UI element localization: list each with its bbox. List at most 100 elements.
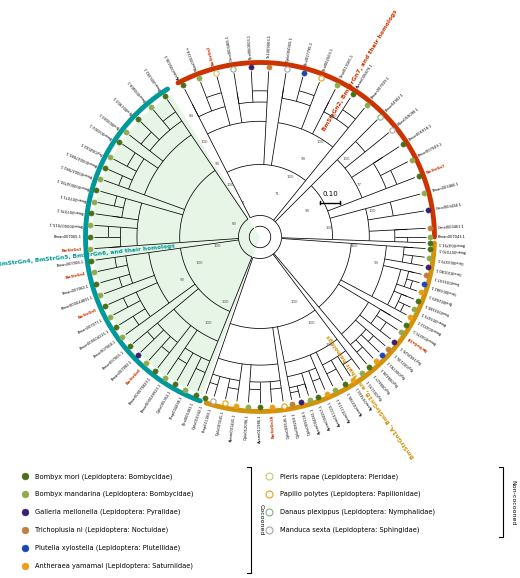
Text: Pxyl004502.1: Pxyl004502.1 [80,140,104,155]
Text: BmStrGn1B: BmStrGn1B [407,335,428,351]
Text: Dplo004365.1: Dplo004365.1 [286,36,294,61]
Text: 100: 100 [330,114,337,118]
Text: Dplo009259.1: Dplo009259.1 [292,412,301,438]
Text: Bmor004312.1: Bmor004312.1 [416,318,442,335]
Text: Smel003397.1: Smel003397.1 [433,275,460,285]
Text: 100: 100 [325,343,333,347]
Text: 99: 99 [301,157,306,161]
Text: BmStrGn1A: BmStrGn1A [270,414,276,438]
Text: 100: 100 [325,227,333,231]
Text: Ppol000583.1: Ppol000583.1 [99,110,121,129]
Text: Bmor000047082.1: Bmor000047082.1 [60,162,94,178]
Text: Non-cocooned: Non-cocooned [511,480,516,525]
Text: Ppol060003.1: Ppol060003.1 [248,34,253,60]
Text: Bmor004375.1: Bmor004375.1 [411,327,437,344]
Text: Pxyl008427.1: Pxyl008427.1 [373,372,392,394]
Text: BmStrGn2, BmStrGn7, and their homologs: BmStrGn2, BmStrGn7, and their homologs [321,9,398,132]
Text: Ayam011114.1: Ayam011114.1 [336,396,352,423]
Text: 100: 100 [291,299,298,303]
Text: Smel003380.1: Smel003380.1 [424,302,450,316]
Text: Msex005116.s: Msex005116.s [185,46,198,72]
Text: BmStrGn4: BmStrGn4 [66,272,86,280]
Text: Bmor000049923.1: Bmor000049923.1 [140,383,162,414]
Text: Gmel003461.1: Gmel003461.1 [438,224,465,229]
Text: Dplo005352.1: Dplo005352.1 [157,390,173,414]
Text: BmStrGn5: BmStrGn5 [78,307,98,320]
Text: 100: 100 [351,243,359,247]
Text: Ppol017795.1: Ppol017795.1 [304,40,315,66]
Text: Bmor000468.1: Bmor000468.1 [127,79,147,102]
Text: Prap004438.1: Prap004438.1 [169,396,184,420]
Text: Bmor000076823.1: Bmor000076823.1 [128,376,152,405]
Text: Pxyl000781.1: Pxyl000781.1 [386,359,407,379]
Text: Msex059098.1: Msex059098.1 [397,106,420,127]
Text: Dplo009118.1: Dplo009118.1 [301,409,311,435]
Text: Dplo010342.1: Dplo010342.1 [192,405,204,430]
Text: 100: 100 [196,261,203,265]
Text: Plutella xylostella (Lepidoptera: Plutellidae): Plutella xylostella (Lepidoptera: Plutel… [35,544,180,551]
Text: Bman007062.1: Bman007062.1 [61,284,89,295]
Text: Tmel013165.1: Tmel013165.1 [339,54,355,79]
Text: Gmel003379.1: Gmel003379.1 [436,257,464,264]
Text: Bmor007068.1: Bmor007068.1 [93,340,117,359]
Text: Bmor000007015.1: Bmor000007015.1 [48,220,83,227]
Text: Cocooned: Cocooned [258,505,264,536]
Text: 71: 71 [275,192,280,196]
Text: 100: 100 [287,175,294,179]
Text: Gmel003465.1: Gmel003465.1 [226,34,234,61]
Text: Dplo007441.1: Dplo007441.1 [216,410,225,436]
Text: Bman007075.1: Bman007075.1 [56,206,84,214]
Text: Bmor000004791.1: Bmor000004791.1 [56,176,89,190]
Text: Ayam007443.1: Ayam007443.1 [355,385,373,410]
Text: Prap011180.1: Prap011180.1 [202,407,213,433]
Text: 71: 71 [240,201,245,205]
Text: 100: 100 [222,299,229,303]
Text: Bman003466.1: Bman003466.1 [432,182,459,193]
Text: Bmor000047085.1: Bmor000047085.1 [66,149,98,166]
Text: Bman007039.1: Bman007039.1 [370,76,391,100]
Text: 100: 100 [200,140,207,144]
Text: Pieris rapae (Lepidoptera: Pieridae): Pieris rapae (Lepidoptera: Pieridae) [280,473,398,480]
Text: Pxyl008428.1: Pxyl008428.1 [380,366,399,387]
Text: Bman003473.1: Bman003473.1 [421,310,447,326]
Text: Bman007043.1: Bman007043.1 [438,235,466,239]
Text: Bman007077.1: Bman007077.1 [77,318,104,335]
Text: 69: 69 [232,222,237,226]
Text: 99: 99 [305,209,310,213]
Text: Ayam011120.1: Ayam011120.1 [328,400,342,427]
Text: 100: 100 [204,321,212,325]
Text: Bmor005918.1: Bmor005918.1 [408,124,433,142]
Text: Bman007071.1: Bman007071.1 [58,192,86,202]
Text: Ppol001900.1: Ppol001900.1 [112,94,134,115]
Text: BmStrGn6: BmStrGn6 [126,368,142,386]
Text: 84: 84 [189,114,193,118]
Text: Antheraea yamamai (Lepidoptera: Saturniidae): Antheraea yamamai (Lepidoptera: Saturnii… [35,562,193,569]
Text: Pxyl1662625.1: Pxyl1662625.1 [399,345,422,365]
Text: Ppol002049.1: Ppol002049.1 [427,293,453,305]
Text: Gmel003434.1: Gmel003434.1 [435,203,463,211]
Text: BmStrGn2: BmStrGn2 [207,45,216,66]
Text: Manduca sexta (Lepidoptera: Sphingidae): Manduca sexta (Lepidoptera: Sphingidae) [280,527,419,533]
Text: Pxyl001191.1: Pxyl001191.1 [366,378,384,400]
Text: Ayam004257.1: Ayam004257.1 [319,403,332,431]
Text: Ayami005879.1: Ayami005879.1 [355,62,374,89]
Text: Bman005392.1: Bman005392.1 [143,65,162,91]
Text: 100: 100 [226,183,233,187]
Text: Bman007082.1: Bman007082.1 [111,359,134,381]
Text: Danaus plexippus (Lepidoptera: Nymphalidae): Danaus plexippus (Lepidoptera: Nymphalid… [280,509,435,516]
Text: Gmel010180.1: Gmel010180.1 [435,266,462,275]
Wedge shape [92,94,260,395]
Text: Papilio polytes (Lepidoptera: Papilionidae): Papilio polytes (Lepidoptera: Papilionid… [280,491,420,498]
Text: 100: 100 [317,140,324,144]
Text: Bmor000004115.1: Bmor000004115.1 [79,329,110,351]
Text: Ppol005381.1: Ppol005381.1 [182,401,195,426]
Text: Trichoplusia ni (Lepidoptera: Noctuidae): Trichoplusia ni (Lepidoptera: Noctuidae) [35,527,168,533]
Text: Bmor000044831.1: Bmor000044831.1 [60,296,94,312]
Text: Tn1009063.1: Tn1009063.1 [267,35,272,60]
Text: Ppol002503.1: Ppol002503.1 [322,47,335,72]
Text: Ayam003785.1: Ayam003785.1 [347,390,365,416]
Text: Bombyx mandarina (Lepidoptera: Bombycidae): Bombyx mandarina (Lepidoptera: Bombycida… [35,491,194,498]
Text: 93: 93 [374,261,379,265]
Text: 100: 100 [368,209,376,213]
Text: BmStrGn7: BmStrGn7 [425,164,446,175]
